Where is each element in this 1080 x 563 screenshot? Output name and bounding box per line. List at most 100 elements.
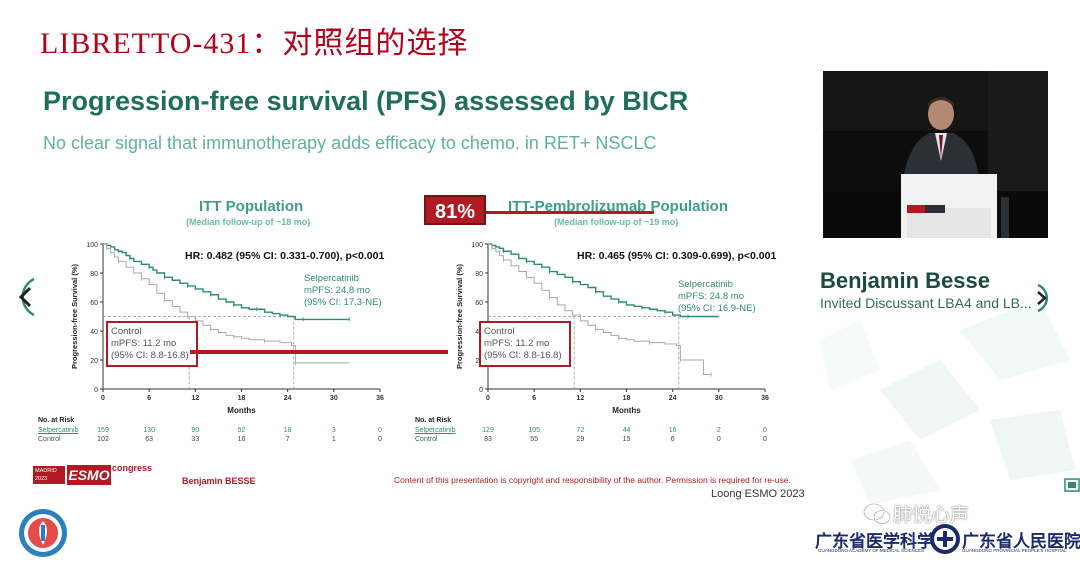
chart2-control-ci: (95% CI: 8.8-16.8)	[484, 350, 562, 361]
chart2-title: ITT-Pembrolizumab Population	[508, 198, 729, 215]
risk-table-header: No. at Risk	[38, 417, 75, 424]
expand-icon[interactable]	[1064, 478, 1080, 492]
wechat-watermark-text: 肺悦心声	[893, 505, 970, 526]
chart1-control-mpfs: mPFS: 11.2 mo	[111, 338, 177, 349]
risk-row-label-control: Control	[38, 436, 61, 443]
chart1-control-name: Control	[111, 326, 142, 337]
risk-count-control: 102	[97, 436, 109, 443]
risk-count-control: 29	[576, 436, 585, 443]
chart1-selp-ci: (95% CI: 17.3-NE)	[304, 297, 382, 308]
chart2-selp-mpfs: mPFS: 24.8 mo	[678, 291, 744, 302]
risk-count-control: 1	[331, 436, 336, 443]
chart1-control-ci: (95% CI: 8.8-16.8)	[111, 350, 189, 361]
chart2-control-name: Control	[484, 326, 515, 337]
chart2-selp-ci: (95% CI: 16.9-NE)	[678, 303, 756, 314]
risk-count-selpercatinib: 90	[191, 427, 200, 434]
y-tick-label: 0	[94, 387, 98, 394]
km-curve-control	[488, 243, 712, 375]
slide-subtitle: No clear signal that immunotherapy adds …	[43, 133, 657, 153]
x-tick-label: 30	[715, 395, 723, 402]
chart2-selp-name: Selpercatinib	[678, 279, 733, 290]
y-tick-label: 60	[90, 300, 98, 307]
x-tick-label: 6	[147, 395, 151, 402]
chart1-selp-mpfs: mPFS: 24.8 mo	[304, 285, 370, 296]
risk-count-selpercatinib: 129	[482, 427, 494, 434]
risk-count-selpercatinib: 2	[716, 427, 721, 434]
risk-count-control: 0	[378, 436, 382, 443]
x-tick-label: 12	[191, 395, 199, 402]
risk-count-selpercatinib: 3	[331, 427, 336, 434]
risk-row-label-selpercatinib: Selpercatinib	[415, 427, 456, 434]
chart1-selpercatinib-label: Selpercatinib mPFS: 24.8 mo (95% CI: 17.…	[304, 273, 382, 309]
risk-count-control: 7	[285, 436, 290, 443]
x-axis-label: Months	[612, 406, 641, 415]
x-tick-label: 0	[486, 395, 490, 402]
esmo-congress-logo: MADRID 2023 ESMO congress	[33, 463, 152, 487]
km-curve-selpercatinib	[488, 243, 719, 318]
congress-word: congress	[112, 463, 153, 473]
risk-count-selpercatinib: 16	[668, 427, 677, 434]
chart2-hr-text: HR: 0.465 (95% CI: 0.309-0.699), p<0.001	[577, 250, 777, 262]
speaker-name: Benjamin Besse	[820, 268, 990, 293]
x-tick-label: 36	[761, 395, 769, 402]
x-tick-label: 18	[623, 395, 631, 402]
risk-count-control: 63	[145, 436, 154, 443]
x-tick-label: 6	[532, 395, 536, 402]
speaker-video-feed	[823, 71, 1048, 238]
risk-count-selpercatinib: 72	[576, 427, 585, 434]
risk-row-label-selpercatinib: Selpercatinib	[38, 427, 79, 434]
y-tick-label: 0	[479, 387, 483, 394]
chart2-subtitle: (Median follow-up of ~19 mo)	[554, 217, 679, 227]
y-axis-label: Progression-free Survival (%)	[70, 263, 79, 369]
chevron-left-icon[interactable]	[8, 277, 42, 317]
risk-count-selpercatinib: 159	[97, 427, 109, 434]
y-tick-label: 20	[90, 358, 98, 365]
x-tick-label: 12	[576, 395, 584, 402]
speaker-role: Invited Discussant LBA4 and LB...	[820, 295, 1032, 311]
risk-count-selpercatinib: 0	[378, 427, 382, 434]
risk-count-control: 33	[191, 436, 200, 443]
chart1-subtitle: (Median follow-up of ~18 mo)	[186, 217, 311, 227]
chart2-selpercatinib-label: Selpercatinib mPFS: 24.8 mo (95% CI: 16.…	[678, 279, 756, 315]
percentage-badge: 81%	[424, 195, 486, 225]
hospital-emblem-icon	[19, 509, 67, 557]
risk-count-selpercatinib: 52	[237, 427, 246, 434]
institution-emblem-icon	[930, 524, 960, 554]
badge-underline	[486, 211, 654, 214]
y-axis-label: Progression-free Survival (%)	[455, 263, 464, 369]
x-tick-label: 24	[669, 395, 677, 402]
x-tick-label: 18	[238, 395, 246, 402]
chart1-selp-name: Selpercatinib	[304, 273, 359, 284]
y-tick-label: 100	[471, 242, 483, 249]
risk-count-control: 0	[763, 436, 767, 443]
institution-1-english: GUANGDONG ACADEMY OF MEDICAL SCIENCES	[818, 548, 925, 553]
chart1-title: ITT Population	[199, 198, 304, 215]
page-top-title: LIBRETTO-431：对照组的选择	[40, 27, 469, 60]
chevron-right-icon[interactable]	[1034, 283, 1050, 313]
slide-title: Progression-free survival (PFS) assessed…	[43, 86, 689, 116]
chart1-control-label-box: Control mPFS: 11.2 mo (95% CI: 8.8-16.8)	[106, 321, 198, 367]
km-chart-itt: 0 20 40 60 80 100 0 6 12 18 24 30 36 Months Progressio…	[70, 242, 384, 415]
highlight-connector-line	[190, 350, 448, 354]
y-tick-label: 80	[475, 271, 483, 278]
risk-count-control: 0	[716, 436, 721, 443]
risk-count-control: 6	[670, 436, 675, 443]
risk-table-itt: No. at Risk Selpercatinib Control 159 130…	[38, 417, 398, 447]
chart1-hr-text: HR: 0.482 (95% CI: 0.331-0.700), p<0.001	[185, 250, 385, 262]
risk-count-selpercatinib: 44	[622, 427, 631, 434]
risk-count-control: 15	[622, 436, 631, 443]
risk-count-selpercatinib: 0	[763, 427, 767, 434]
risk-count-selpercatinib: 18	[283, 427, 292, 434]
risk-count-selpercatinib: 130	[143, 427, 155, 434]
chart2-control-label-box: Control mPFS: 11.2 mo (95% CI: 8.8-16.8)	[479, 321, 571, 367]
institution-1-name: 广东省医学科学院	[815, 532, 951, 551]
institution-2-name: 广东省人民医院	[962, 532, 1080, 551]
esmo-city: MADRID	[35, 468, 57, 474]
chart2-control-mpfs: mPFS: 11.2 mo	[484, 338, 550, 349]
esmo-word: ESMO	[67, 465, 111, 485]
wechat-icon	[863, 503, 891, 525]
x-tick-label: 0	[101, 395, 105, 402]
presenter-name-footer: Benjamin BESSE	[182, 476, 256, 486]
y-tick-label: 60	[475, 300, 483, 307]
x-axis-label: Months	[227, 406, 256, 415]
